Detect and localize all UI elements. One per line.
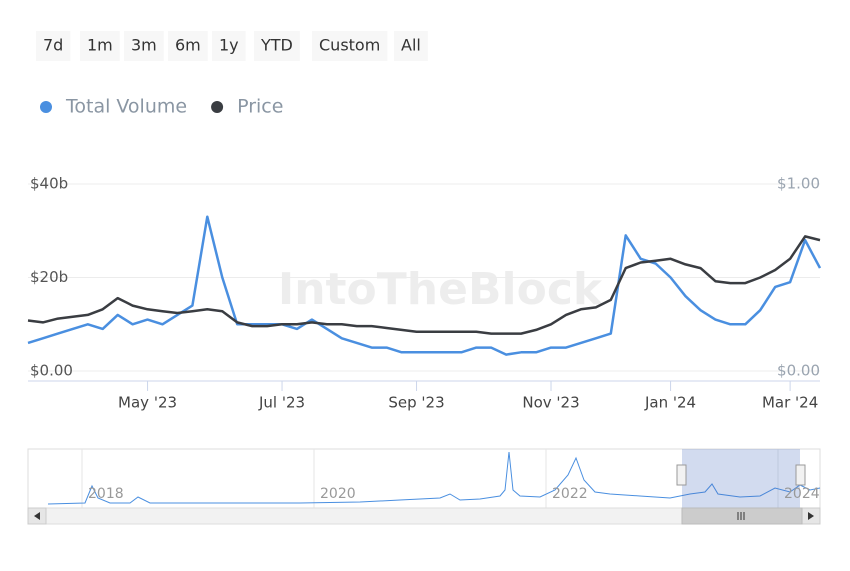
range-button[interactable]: 3m (124, 31, 164, 61)
range-button-label[interactable]: All (401, 36, 421, 55)
range-button-bg[interactable] (80, 31, 120, 61)
x-tick-label: Sep '23 (388, 394, 444, 412)
range-button-label[interactable]: YTD (260, 36, 293, 55)
range-button[interactable]: Custom (312, 31, 388, 61)
range-button[interactable]: 7d (36, 31, 71, 61)
y-tick-label: $0.00 (30, 362, 73, 380)
range-button-label[interactable]: Custom (319, 36, 380, 55)
navigator-selection[interactable] (682, 449, 800, 508)
watermark: IntoTheBlock (278, 264, 604, 315)
scroll-right-arrow (808, 512, 814, 520)
legend-marker[interactable] (40, 101, 52, 113)
x-tick-label: Mar '24 (762, 394, 818, 412)
range-button-label[interactable]: 1y (219, 36, 239, 55)
range-button-bg[interactable] (168, 31, 208, 61)
range-button-bg[interactable] (394, 31, 428, 61)
range-button-label[interactable]: 1m (87, 36, 113, 55)
navigator-label: 2020 (320, 486, 356, 502)
range-button-bg[interactable] (212, 31, 246, 61)
navigator-handle[interactable] (676, 464, 687, 486)
scrollbar-grip (737, 512, 745, 520)
y-tick-label: $40b (30, 175, 68, 193)
range-button[interactable]: 1y (212, 31, 246, 61)
y-tick-label: $20b (30, 268, 68, 286)
y2-tick-label: $1.00 (777, 175, 820, 193)
navigator-label: 2024 (784, 486, 820, 502)
legend-label[interactable]: Total Volume (65, 96, 187, 118)
series-line (27, 215, 822, 356)
range-button-label[interactable]: 6m (175, 36, 201, 55)
x-tick-label: May '23 (118, 394, 177, 412)
x-tick-label: Jul '23 (258, 394, 305, 412)
range-button[interactable]: 6m (168, 31, 208, 61)
range-button-bg[interactable] (254, 31, 300, 61)
y2-tick-label: $0.00 (777, 362, 820, 380)
range-button[interactable]: All (394, 31, 428, 61)
legend-marker[interactable] (211, 101, 224, 113)
range-button-label[interactable]: 3m (131, 36, 157, 55)
range-button-label[interactable]: 7d (43, 36, 63, 55)
range-button-bg[interactable] (124, 31, 164, 61)
navigator-line (47, 451, 821, 505)
x-tick-label: Jan '24 (644, 394, 696, 412)
range-button-bg[interactable] (36, 31, 71, 61)
navigator-label: 2018 (88, 486, 124, 502)
navigator-label: 2022 (552, 486, 588, 502)
series-line (27, 235, 821, 335)
navigator-frame (27, 448, 821, 509)
scroll-left-arrow (34, 512, 40, 520)
x-tick-label: Nov '23 (522, 394, 579, 412)
navigator-handle[interactable] (795, 464, 806, 486)
range-button-bg[interactable] (312, 31, 388, 61)
legend-label[interactable]: Price (237, 96, 283, 118)
scrollbar-thumb[interactable] (681, 507, 803, 525)
range-button[interactable]: YTD (254, 31, 300, 61)
range-button[interactable]: 1m (80, 31, 120, 61)
